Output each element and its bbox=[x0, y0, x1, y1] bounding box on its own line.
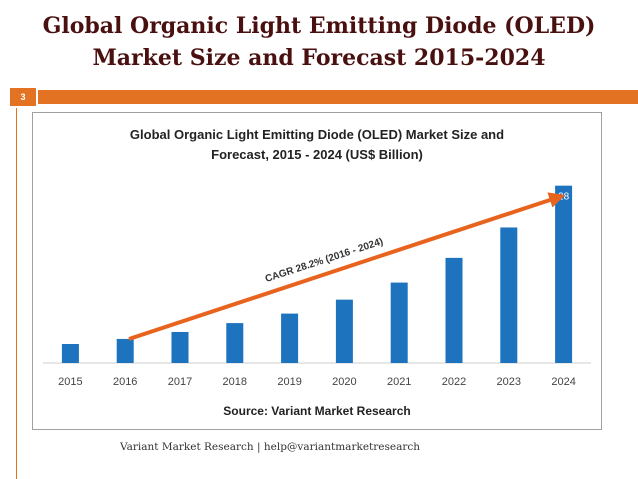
x-tick-label-2018: 2018 bbox=[223, 376, 247, 388]
bar-2015 bbox=[61, 344, 79, 363]
slide-title-line-1: Global Organic Light Emitting Diode (OLE… bbox=[42, 13, 596, 39]
slide-title-line-2: Market Size and Forecast 2015-2024 bbox=[92, 45, 546, 71]
bar-2016 bbox=[116, 338, 134, 363]
x-tick-label-2023: 2023 bbox=[497, 376, 521, 388]
value-labels: 28 bbox=[558, 192, 570, 203]
x-tick-label-2019: 2019 bbox=[277, 376, 301, 388]
bar-2019 bbox=[281, 313, 299, 363]
x-tick-label-2020: 2020 bbox=[332, 376, 356, 388]
bar-series bbox=[61, 185, 573, 363]
left-accent-rule bbox=[16, 108, 17, 479]
x-tick-label-2021: 2021 bbox=[387, 376, 411, 388]
bar-2022 bbox=[445, 257, 463, 363]
chart-source: Source: Variant Market Research bbox=[223, 404, 410, 418]
cagr-trend-arrow bbox=[128, 192, 566, 341]
header-accent-bar bbox=[38, 90, 638, 104]
x-tick-label-2017: 2017 bbox=[168, 376, 192, 388]
bar-2021 bbox=[390, 282, 408, 363]
chart-frame: Global Organic Light Emitting Diode (OLE… bbox=[32, 112, 602, 430]
x-tick-label-2015: 2015 bbox=[58, 376, 82, 388]
x-tick-labels: 2015 2016 2017 2018 2019 2020 2021 2022 2023 2024 bbox=[58, 376, 576, 388]
chart-title-line-2: Forecast, 2015 - 2024 (US$ Billion) bbox=[211, 147, 423, 162]
bar-2018 bbox=[226, 323, 244, 363]
slide-title: Global Organic Light Emitting Diode (OLE… bbox=[0, 10, 638, 74]
chart-title-line-1: Global Organic Light Emitting Diode (OLE… bbox=[130, 127, 504, 142]
page-number: 3 bbox=[10, 88, 36, 106]
bar-2017 bbox=[171, 331, 189, 363]
footer-text: Variant Market Research | help@variantma… bbox=[120, 441, 421, 453]
bar-2023 bbox=[500, 227, 518, 363]
x-tick-label-2024: 2024 bbox=[551, 376, 575, 388]
x-tick-label-2022: 2022 bbox=[442, 376, 466, 388]
bar-2024 bbox=[555, 185, 573, 363]
bar-2020 bbox=[335, 299, 353, 363]
value-label-2024: 28 bbox=[558, 192, 570, 203]
bar-chart: Global Organic Light Emitting Diode (OLE… bbox=[43, 127, 591, 418]
x-tick-label-2016: 2016 bbox=[113, 376, 137, 388]
